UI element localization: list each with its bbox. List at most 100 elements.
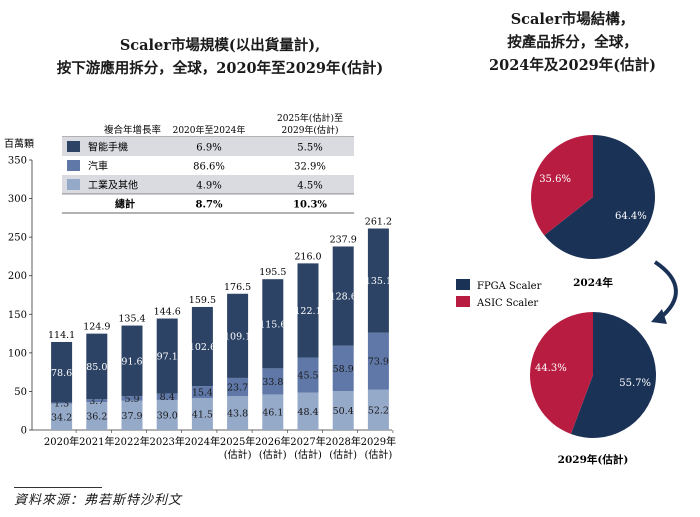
bar-chart-title-line1: Scaler市場規模(以出貨量計), [119,37,321,54]
bar-segment [191,306,213,387]
bar-value-label: 1.3 [54,399,69,410]
legend-swatch-asic [456,296,470,307]
bar-segment [367,389,389,430]
pie-value-label-fpga: 64.4% [615,211,647,222]
bar-segment [227,293,249,378]
x-tick-label: 2025年 [220,435,255,448]
bar-value-label: 115.6 [259,319,286,330]
pie-chart-title-line1: Scaler市場結構， [510,11,635,28]
bar-total-label: 114.1 [48,330,75,341]
x-tick-label: 2021年 [79,435,114,448]
bar-segment [227,396,249,430]
pie-year-label: 2024年 [573,276,613,289]
table-cagr-2025-2029: 32.9% [294,162,326,173]
bar-total-label: 237.9 [330,234,357,245]
bar-value-label: 85.0 [86,362,107,373]
bar-value-label: 45.5 [297,371,318,382]
bar-segment [191,397,213,430]
table-cagr-2025-2029: 4.5% [297,181,322,192]
legend-label-fpga: FPGA Scaler [477,281,542,292]
pie-slice-fpga [544,135,655,259]
table-total-cagr-2020-2024: 8.7% [196,200,223,211]
bar-value-label: 36.2 [86,412,107,423]
pie-year-label: 2029年(估計) [558,453,629,466]
bar-value-label: 34.2 [51,412,72,423]
bar-total-label: 135.4 [118,314,145,325]
bar-value-label: 91.6 [121,356,142,367]
transition-arrow [653,260,678,320]
legend-series-name: 汽車 [88,160,108,173]
bar-segment [332,246,354,346]
bar-value-label: 8.4 [160,392,175,403]
x-tick-label: 2026年 [255,435,290,448]
bar-value-label: 135.1 [365,276,392,287]
pie-slice-asic [531,135,593,236]
pie-slice-asic [529,312,593,435]
table-header-label: 複合年增長率 [104,124,162,136]
x-tick-label: 2029年 [361,435,396,448]
bar-value-label: 37.9 [121,411,142,422]
bar-value-label: 78.6 [51,368,72,379]
legend-swatch [67,179,80,190]
y-tick-label: 250 [8,233,27,244]
bar-value-label: 109.1 [224,331,251,342]
table-header-period1: 2020年至2024年 [173,124,246,136]
x-tick-label-note: (估計) [329,448,357,461]
x-tick-label-note: (估計) [259,448,287,461]
bar-total-label: 159.5 [189,295,216,306]
y-tick-label: 300 [8,194,27,205]
bar-value-label: 41.5 [192,409,213,420]
table-header-period2-line1: 2025年(估計)至 [277,112,343,124]
pie-value-label-asic: 44.3% [535,363,567,374]
bar-total-label: 144.6 [154,306,181,317]
bar-segment [227,377,249,397]
bar-value-label: 3.7 [89,396,104,407]
bar-segment [86,402,108,430]
bar-segment [86,399,108,403]
bar-value-label: 128.6 [330,292,357,303]
y-tick-label: 350 [8,156,27,167]
x-tick-label: 2028年 [325,435,360,448]
bar-segment [51,403,73,430]
legend-swatch [67,160,80,171]
x-tick-label: 2022年 [114,435,149,448]
bar-value-label: 73.9 [368,357,389,368]
bar-segment [51,341,73,403]
table-cagr-2025-2029: 5.5% [297,143,322,154]
x-tick-label-note: (估計) [294,448,322,461]
table-row-stripe [62,137,354,156]
y-tick-label: 0 [21,426,27,437]
bar-total-label: 195.5 [259,267,286,278]
table-cagr-2020-2024: 4.9% [196,181,221,192]
pie-slice-fpga [570,312,656,438]
x-tick-label-note: (估計) [224,448,252,461]
bar-segment [262,394,284,430]
bar-segment [262,368,284,395]
bar-value-label: 58.9 [333,364,354,375]
legend-swatch-fpga [456,279,470,290]
pie-value-label-fpga: 55.7% [619,378,651,389]
table-header-period2-line2: 2029年(估計) [282,124,339,136]
pie-value-label-asic: 35.6% [539,174,571,185]
bar-value-label: 102.6 [189,342,216,353]
bar-value-label: 52.2 [368,405,389,416]
bar-segment [332,391,354,430]
bar-total-label: 216.0 [294,251,321,262]
bar-segment [121,400,143,430]
bar-segment [262,279,284,369]
y-tick-label: 150 [8,310,27,321]
x-tick-label: 2020年 [44,435,79,448]
source-note: 資料來源：弗若斯特沙利文 [14,493,183,508]
bar-segment [367,228,389,333]
bar-segment [297,392,319,430]
bar-total-label: 261.2 [365,217,392,228]
bar-value-label: 33.8 [262,377,283,388]
bar-segment [297,357,319,393]
table-total-label: 總計 [115,198,135,211]
bar-segment [86,333,108,400]
x-tick-label: 2024年 [185,435,220,448]
legend-swatch [67,141,80,152]
legend-series-name: 智能手機 [88,141,128,154]
bar-segment [51,402,73,404]
